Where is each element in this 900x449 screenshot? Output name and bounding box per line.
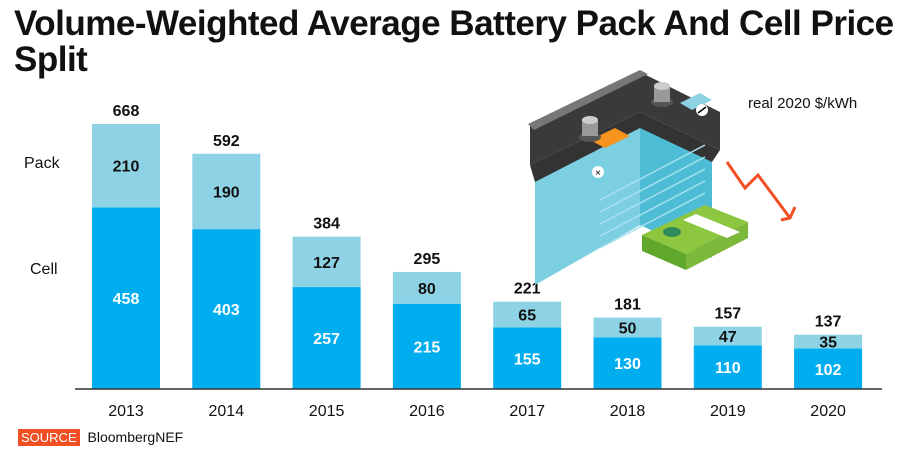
total-value-label: 181	[614, 297, 641, 314]
bar-cell-2018	[593, 337, 662, 389]
x-tick-label: 2013	[108, 403, 144, 420]
chart-title: Volume-Weighted Average Battery Pack And…	[14, 4, 894, 79]
pack-value-label: 50	[619, 321, 637, 338]
x-tick-label: 2017	[509, 403, 545, 420]
cell-value-label: 110	[715, 360, 741, 377]
x-tick-label: 2015	[309, 403, 345, 420]
svg-text:×: ×	[595, 168, 601, 179]
cell-value-label: 130	[614, 356, 641, 373]
legend-cell: Cell	[30, 261, 58, 278]
bar-pack-2014	[192, 153, 261, 230]
pack-value-label: 65	[518, 308, 536, 325]
pack-value-label: 127	[313, 255, 340, 272]
pack-value-label: 35	[819, 335, 837, 352]
bar-cell-2020	[794, 348, 863, 389]
bar-pack-2016	[392, 271, 461, 304]
down-arrow-icon	[725, 161, 792, 219]
total-value-label: 137	[815, 314, 842, 331]
bar-cell-2016	[392, 303, 461, 389]
bar-pack-2020	[794, 334, 863, 349]
bar-pack-2017	[493, 301, 562, 328]
cell-value-label: 257	[313, 331, 340, 348]
bar-pack-2013	[92, 124, 160, 208]
cell-value-label: 403	[213, 302, 240, 319]
unit-label: real 2020 $/kWh	[748, 95, 858, 112]
x-tick-label: 2018	[610, 403, 646, 420]
bar-cell-2015	[292, 287, 361, 389]
x-tick-label: 2016	[409, 403, 445, 420]
source-text: BloombergNEF	[87, 429, 184, 445]
bar-cell-2013	[92, 207, 160, 389]
money-stack-icon	[642, 205, 748, 270]
bar-pack-2019	[693, 326, 762, 346]
total-value-label: 592	[213, 133, 240, 150]
bar-cell-2017	[493, 327, 562, 389]
legend-pack: Pack	[24, 155, 60, 172]
total-value-label: 157	[714, 306, 741, 323]
battery-illustration: ×	[528, 70, 720, 285]
cell-value-label: 458	[113, 291, 140, 308]
x-tick-label: 2019	[710, 403, 746, 420]
total-value-label: 295	[414, 251, 441, 268]
total-value-label: 384	[313, 216, 340, 233]
pack-value-label: 210	[113, 159, 140, 176]
source-line: SOURCE BloombergNEF	[18, 429, 184, 446]
cell-value-label: 155	[514, 351, 541, 368]
cell-value-label: 215	[414, 339, 441, 356]
bar-pack-2015	[292, 236, 361, 288]
bar-cell-2019	[693, 345, 762, 389]
source-badge: SOURCE	[18, 429, 80, 446]
total-value-label: 221	[514, 281, 541, 298]
cell-value-label: 102	[815, 362, 842, 379]
bar-cell-2014	[192, 229, 261, 389]
total-value-label: 668	[113, 103, 140, 120]
x-tick-label: 2020	[810, 403, 846, 420]
x-tick-label: 2014	[209, 403, 245, 420]
pack-value-label: 80	[418, 281, 436, 298]
bar-pack-2018	[593, 317, 662, 338]
pack-value-label: 47	[719, 329, 737, 346]
pack-value-label: 190	[213, 184, 240, 201]
